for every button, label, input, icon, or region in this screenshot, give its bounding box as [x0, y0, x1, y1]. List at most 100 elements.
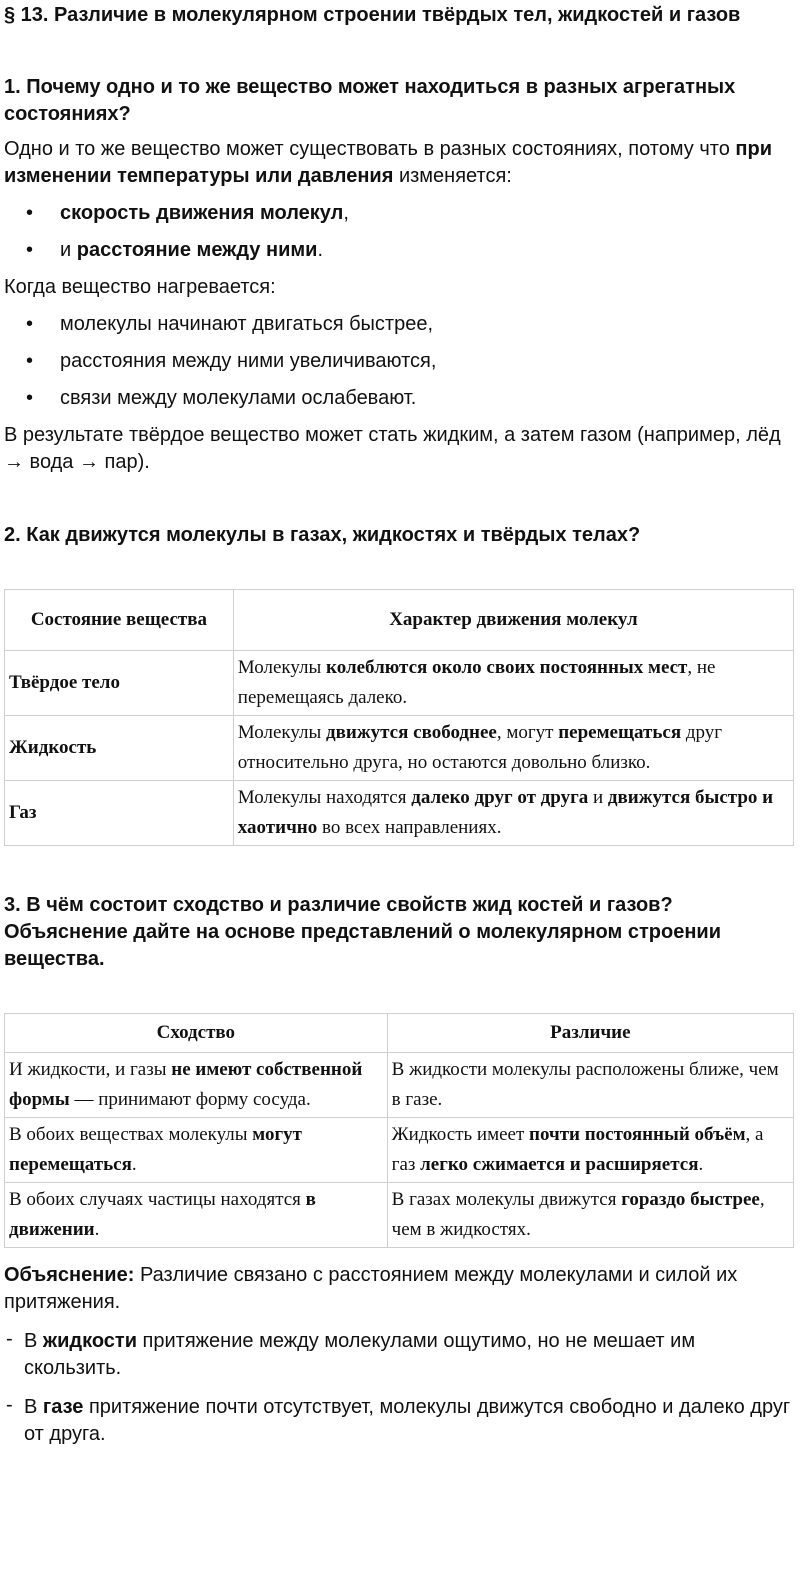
text-run: , а газ — [391, 1124, 764, 1175]
text-run: связи между молекулами ослабевают. — [60, 387, 417, 409]
bold-run: далеко друг от друга — [411, 787, 589, 808]
dash-list: В жидкости притяжение между молекулами о… — [4, 1326, 794, 1448]
header-cell: Сходство — [4, 1013, 388, 1053]
section-heading: 3. В чём состоит сходство и различие сво… — [4, 894, 722, 970]
table-cell: Газ — [4, 780, 234, 846]
text-run: и — [588, 787, 608, 808]
table-cell: Жидкость имеет почти постоянный объём, а… — [386, 1117, 795, 1183]
list-item: В газе притяжение почти отсутствует, мол… — [4, 1392, 794, 1448]
text-run: Когда вещество нагревается: — [4, 276, 276, 298]
text-run: . — [698, 1154, 704, 1175]
bullet-list: скорость движения молекул, и расстояние м… — [4, 200, 794, 264]
bold-run: при изменении температуры или давления — [4, 138, 772, 187]
bold-run: Газ — [9, 802, 37, 823]
table-row: Твёрдое тело Молекулы колеблются около св… — [4, 650, 795, 716]
text-run: изменяется: — [393, 165, 512, 187]
text-run: и — [60, 239, 77, 261]
text-run: Одно и то же вещество может существовать… — [4, 138, 736, 160]
paragraph: Одно и то же вещество может существовать… — [4, 136, 794, 190]
text-run: В газах молекулы движутся — [391, 1189, 622, 1210]
text-run: Молекулы — [237, 722, 327, 743]
text-run: во всех направлениях. — [317, 817, 502, 838]
doc-title: § 13. Различие в молекулярном строении т… — [4, 4, 741, 26]
text-run: В — [24, 1330, 43, 1352]
text-run: В — [24, 1396, 43, 1418]
text-run: притяжение между молекулами ощутимо, но … — [24, 1330, 696, 1379]
bullet-list: молекулы начинают двигаться быстрее, расс… — [4, 311, 794, 412]
text-run: Молекулы — [237, 657, 327, 678]
table-cell: В жидкости молекулы расположены ближе, ч… — [386, 1052, 795, 1118]
list-item: и расстояние между ними. — [4, 237, 794, 264]
table-row: В обоих веществах молекулы могут перемещ… — [4, 1117, 795, 1183]
table-row: Жидкость Молекулы движутся свободнее, мог… — [4, 715, 795, 781]
document: § 13. Различие в молекулярном строении т… — [0, 2, 800, 1448]
bold-run: Объяснение: — [4, 1264, 135, 1286]
bold-run: легко сжимается и расширяется — [420, 1154, 699, 1175]
text-run: Сходство — [156, 1022, 236, 1043]
bold-run: скорость движения молекул — [60, 202, 344, 224]
text-run: Характер движения молекул — [389, 609, 638, 630]
bold-run: расстояние между ними — [76, 239, 318, 261]
table: Состояние вещества Характер движения моле… — [4, 589, 795, 846]
section-heading: 2. Как движутся молекулы в газах, жидкос… — [4, 524, 641, 546]
text-run: , чем в жидкостях. — [391, 1189, 765, 1240]
table-cell: И жидкости, и газы не имеют собственной … — [4, 1052, 388, 1118]
list-item: расстояния между ними увеличиваются, — [4, 348, 794, 375]
text-run: друг относительно друга, но остаются дов… — [237, 722, 723, 773]
table-cell: В обоих веществах молекулы могут перемещ… — [4, 1117, 388, 1183]
table-cell: В обоих случаях частицы находятся в движ… — [4, 1182, 388, 1248]
text-run: В жидкости молекулы расположены ближе, ч… — [391, 1059, 779, 1110]
text-run: , — [343, 202, 349, 224]
table-cell: В газах молекулы движутся гораздо быстре… — [386, 1182, 795, 1248]
bold-run: газе — [42, 1396, 84, 1418]
table-cell: Молекулы колеблются около своих постоянн… — [232, 650, 795, 716]
bold-run: гораздо быстрее — [621, 1189, 760, 1210]
text-run: расстояния между ними увеличиваются, — [60, 350, 437, 372]
text-run: притяжение почти отсутствует, молекулы д… — [24, 1396, 791, 1445]
table-row: И жидкости, и газы не имеют собственной … — [4, 1052, 795, 1118]
table-cell: Молекулы находятся далеко друг от друга … — [232, 780, 795, 846]
table-cell: Молекулы движутся свободнее, могут перем… — [232, 715, 795, 781]
list-item: В жидкости притяжение между молекулами о… — [4, 1326, 794, 1382]
list-item: связи между молекулами ослабевают. — [4, 385, 794, 412]
text-run: . — [317, 239, 324, 261]
text-run: , не перемещаясь далеко. — [237, 657, 716, 708]
list-item: молекулы начинают двигаться быстрее, — [4, 311, 794, 338]
paragraph: Когда вещество нагревается: — [4, 274, 794, 301]
table-cell: Твёрдое тело — [4, 650, 234, 716]
text-run: Различие связано с расстоянием между мол… — [4, 1264, 738, 1313]
table-cell: Жидкость — [4, 715, 234, 781]
text-run: Молекулы находятся — [237, 787, 412, 808]
section-heading: 1. Почему одно и то же вещество может на… — [4, 76, 736, 125]
bold-run: почти постоянный объём — [529, 1124, 746, 1145]
bold-run: Твёрдое тело — [9, 672, 120, 693]
bold-run: перемещаться — [558, 722, 682, 743]
header-row: Сходство Различие — [4, 1013, 795, 1053]
bold-run: могут перемещаться — [9, 1124, 302, 1175]
bold-run: движутся свободнее — [326, 722, 497, 743]
table: Сходство Различие И жидкости, и газы не им… — [4, 1013, 795, 1248]
text-run: . — [94, 1219, 100, 1240]
text-run: Жидкость имеет — [391, 1124, 530, 1145]
header-cell: Различие — [386, 1013, 795, 1053]
bold-run: Жидкость — [9, 737, 97, 758]
text-run: Различие — [550, 1022, 631, 1043]
text-run: В обоих случаях частицы находятся — [9, 1189, 306, 1210]
list-item: скорость движения молекул, — [4, 200, 794, 227]
paragraph: В результате твёрдое вещество может стат… — [4, 422, 794, 476]
text-run: . — [131, 1154, 137, 1175]
text-run: , могут — [496, 722, 559, 743]
header-cell: Характер движения молекул — [232, 589, 795, 651]
text-run: В результате твёрдое вещество может стат… — [4, 424, 781, 473]
table-row: Газ Молекулы находятся далеко друг от дру… — [4, 780, 795, 846]
text-run: Состояние вещества — [30, 609, 207, 630]
bold-run: жидкости — [42, 1330, 137, 1352]
bold-run: колеблются около своих постоянных мест — [326, 657, 688, 678]
text-run: В обоих веществах молекулы — [9, 1124, 253, 1145]
text-run: И жидкости, и газы — [9, 1059, 172, 1080]
table-row: В обоих случаях частицы находятся в движ… — [4, 1182, 795, 1248]
text-run: — принимают форму сосуда. — [69, 1089, 311, 1110]
bold-run: в движении — [9, 1189, 316, 1240]
